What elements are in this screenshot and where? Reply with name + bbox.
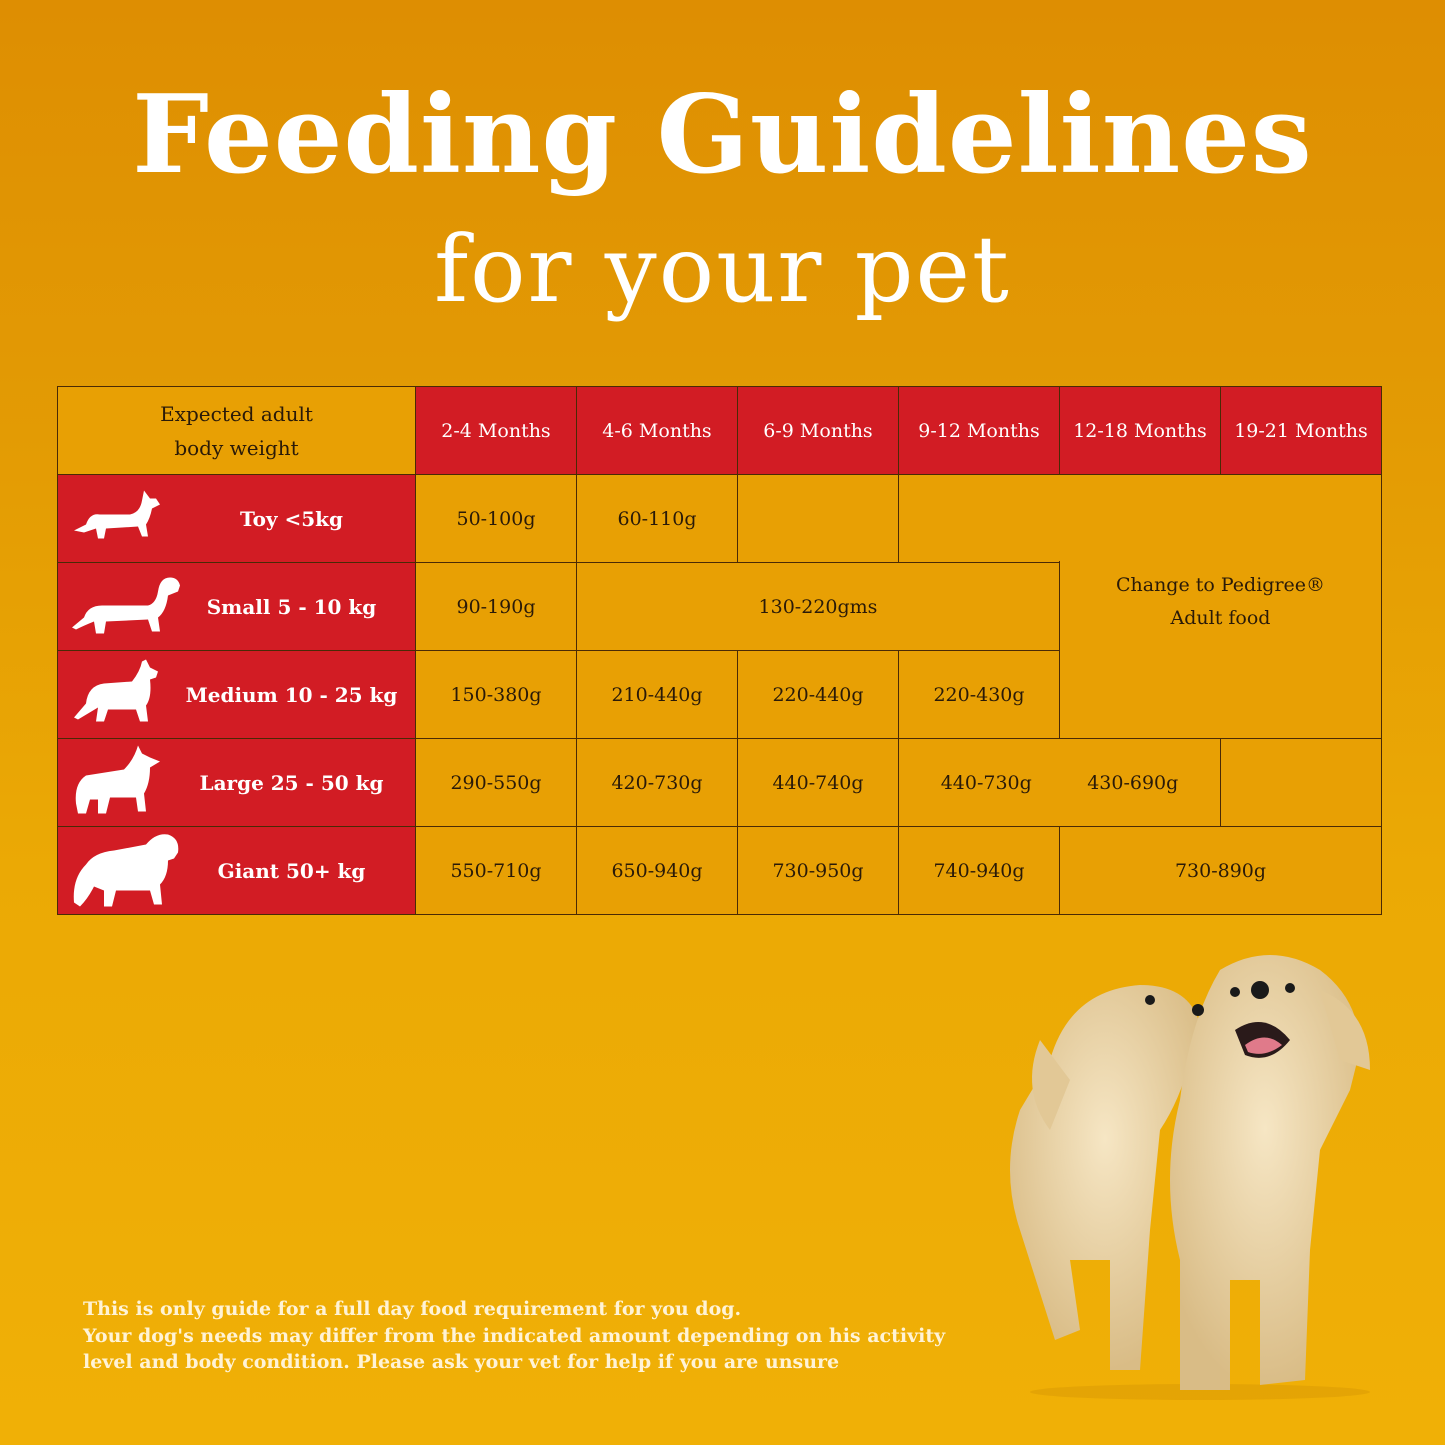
table-cell: 210-440g [576, 650, 738, 739]
row-label-giant: Giant 50+ kg [57, 826, 416, 915]
row-label-large: Large 25 - 50 kg [57, 738, 416, 827]
column-header: 2-4 Months [415, 386, 577, 475]
table-cell: 420-730g [576, 738, 738, 827]
column-header: 4-6 Months [576, 386, 738, 475]
table-cell: 220-430g [898, 650, 1060, 739]
table-cell: 50-100g [415, 474, 577, 563]
adult-food-note: Change to Pedigree® Adult food [1059, 561, 1382, 739]
corner-label-line1: Expected adult [160, 401, 313, 426]
giant-dog-icon [70, 828, 182, 913]
table-cell: 130-220gms [576, 562, 1060, 651]
table-cell: 550-710g [415, 826, 577, 915]
feeding-disclaimer: This is only guide for a full day food r… [83, 1296, 945, 1376]
table-cell: 730-890g [1059, 826, 1382, 915]
disclaimer-line1: This is only guide for a full day food r… [83, 1298, 742, 1320]
table-cell-empty [737, 474, 899, 563]
column-header: 9-12 Months [898, 386, 1060, 475]
table-cell: 740-940g [898, 826, 1060, 915]
toy-dog-icon [70, 486, 162, 551]
table-cell: 90-190g [415, 562, 577, 651]
table-cell: 60-110g [576, 474, 738, 563]
table-cell: 150-380g [415, 650, 577, 739]
corner-header: Expected adult body weight [57, 386, 416, 475]
table-cell-value: 440-730g [940, 771, 1032, 794]
page-title: Feeding Guidelines [132, 72, 1313, 198]
column-header: 12-18 Months [1059, 386, 1221, 475]
medium-dog-icon [70, 657, 162, 732]
row-label-medium: Medium 10 - 25 kg [57, 650, 416, 739]
corner-label-line2: body weight [174, 435, 299, 460]
table-cell: 220-440g [737, 650, 899, 739]
row-label-text: Toy <5kg [239, 506, 344, 531]
column-header: 6-9 Months [737, 386, 899, 475]
table-cell-empty [1220, 738, 1382, 827]
table-cell: 290-550g [415, 738, 577, 827]
row-label-text: Small 5 - 10 kg [206, 594, 377, 619]
large-dog-icon [70, 743, 162, 822]
small-dog-icon [70, 571, 182, 642]
table-cell: 440-740g [737, 738, 899, 827]
page-subtitle: for your pet [434, 216, 1011, 323]
adult-food-note-line1: Change to Pedigree® [1115, 573, 1326, 596]
adult-food-note-line2: Adult food [1170, 606, 1271, 629]
row-label-text: Large 25 - 50 kg [199, 770, 384, 795]
adult-food-block-top [898, 474, 1382, 563]
table-cell-value: 430-690g [1087, 771, 1179, 794]
row-label-small: Small 5 - 10 kg [57, 562, 416, 651]
row-label-toy: Toy <5kg [57, 474, 416, 563]
table-cell-merged: 440-730g 430-690g [898, 738, 1221, 827]
disclaimer-line2: Your dog's needs may differ from the ind… [83, 1324, 946, 1347]
table-cell: 650-940g [576, 826, 738, 915]
row-label-text: Medium 10 - 25 kg [185, 682, 398, 707]
disclaimer-line3: level and body condition. Please ask you… [83, 1351, 840, 1373]
column-header: 19-21 Months [1220, 386, 1382, 475]
table-cell: 730-950g [737, 826, 899, 915]
puppies-photo [960, 930, 1400, 1400]
row-label-text: Giant 50+ kg [217, 858, 366, 883]
